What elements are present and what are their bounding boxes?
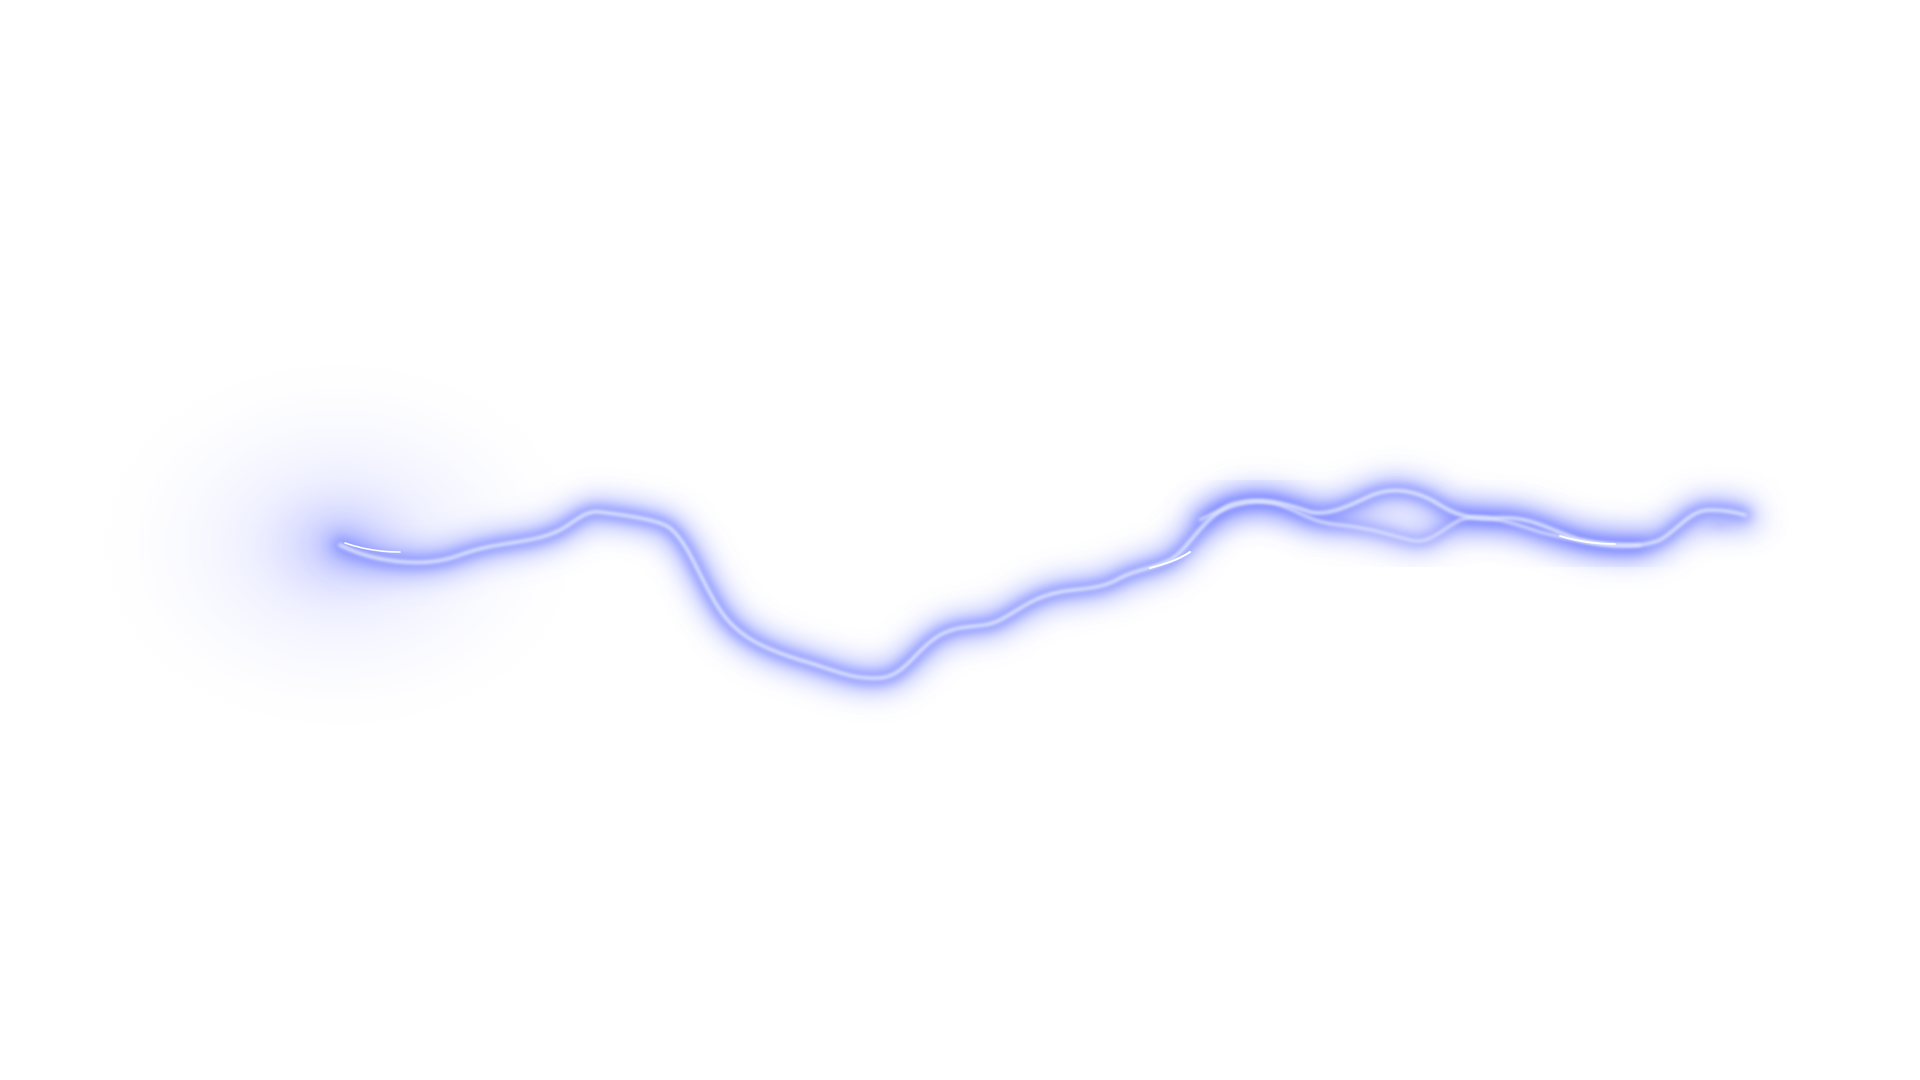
bolt-branch-core xyxy=(1198,500,1642,547)
end-glow xyxy=(1640,485,1800,565)
bolt-core xyxy=(338,488,1747,680)
lightning-bolt xyxy=(327,477,1758,692)
bolt-highlight-left xyxy=(344,542,401,553)
bolt-highlight-mid xyxy=(1149,551,1191,569)
bolt-highlight-right xyxy=(1559,535,1616,545)
